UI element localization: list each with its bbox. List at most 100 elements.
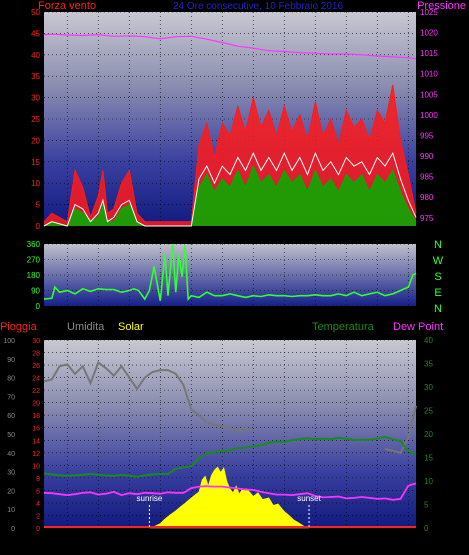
direction-tick-label: 270 [27, 256, 41, 265]
sunset-label: sunset [297, 494, 321, 503]
sun-annotations: sunrise sunset [137, 494, 322, 528]
temperature-y-ticks: 0 5 10 15 20 25 30 35 40 [424, 336, 433, 533]
wind-avg-series [43, 151, 417, 227]
rain-tick-label: 14 [32, 438, 40, 445]
solar-area [149, 466, 310, 529]
wind-tick-label: 15 [31, 158, 40, 167]
humidity-tick-label: 60 [7, 413, 15, 420]
wind-tick-label: 5 [36, 201, 41, 210]
wind-tick-label: 35 [31, 72, 40, 81]
direction-tick-label: 180 [27, 271, 41, 280]
climate-x-tick-label: 02 [63, 539, 72, 548]
rain-tick-label: 18 [32, 413, 40, 420]
dewpoint-line [43, 482, 417, 501]
climate-x-tick-label: 14 [249, 539, 258, 548]
direction-series [43, 243, 417, 302]
wind-x-tick-label: 20 [342, 231, 351, 240]
chart-title: 24 Ore consecutive, 10 Febbraio 2016 [173, 1, 344, 12]
climate-x-tick-label: 12 [218, 539, 227, 548]
wind-tick-label: 40 [31, 51, 40, 60]
temperature-tick-label: 10 [424, 477, 433, 486]
direction-tick-label: 0 [36, 302, 41, 311]
compass-label: W [433, 255, 444, 267]
temperature-tick-label: 5 [424, 501, 429, 510]
climate-x-tick-label: 10 [187, 539, 196, 548]
climate-x-tick-label: 06 [125, 539, 134, 548]
rain-tick-label: 2 [36, 513, 40, 520]
wind-x-tick-label: 00 [404, 231, 413, 240]
direction-tick-label: 360 [27, 240, 41, 249]
climate-x-tick-label: 22 [373, 539, 382, 548]
solar-header: Solar [118, 321, 144, 333]
humidity-tick-label: 70 [7, 394, 15, 401]
humidity-line [43, 361, 417, 454]
humidity-tick-label: 100 [3, 338, 15, 345]
pressure-tick-label: 980 [420, 193, 434, 202]
wind-x-tick-label: 16 [280, 231, 289, 240]
wind-x-tick-label: 22 [373, 231, 382, 240]
rain-header: Pioggia [0, 321, 38, 333]
wind-tick-label: 20 [31, 136, 40, 145]
pressure-tick-label: 1005 [420, 90, 438, 99]
rain-tick-label: 22 [32, 388, 40, 395]
pressure-tick-label: 990 [420, 152, 434, 161]
dewpoint-header: Dew Point [393, 321, 443, 333]
rain-tick-label: 26 [32, 363, 40, 370]
wind-x-tick-label: 12 [218, 231, 227, 240]
temperature-tick-label: 35 [424, 360, 433, 369]
direction-y-ticks: 0 90 180 270 360 [27, 240, 41, 311]
rain-tick-label: 6 [36, 488, 40, 495]
rain-tick-label: 16 [32, 426, 40, 433]
wind-tick-label: 45 [31, 29, 40, 38]
climate-x-tick-label: 08 [156, 539, 165, 548]
pressure-tick-label: 1025 [420, 8, 438, 17]
pressure-tick-label: 1015 [420, 49, 438, 58]
rain-tick-label: 10 [32, 463, 40, 470]
wind-x-tick-label: 10 [187, 231, 196, 240]
wind-tick-label: 25 [31, 115, 40, 124]
temperature-line [43, 435, 417, 478]
humidity-tick-label: 80 [7, 376, 15, 383]
pressure-y-ticks: 975 980 985 990 995 1000 1005 1010 1015 1020 1025 [420, 8, 438, 223]
climate-x-tick-label: 04 [94, 539, 103, 548]
climate-x-tick-label: 00 [404, 539, 413, 548]
rain-tick-label: 12 [32, 451, 40, 458]
humidity-tick-label: 90 [7, 357, 15, 364]
pressure-tick-label: 1010 [420, 70, 438, 79]
wind-x-tick-label: 14 [249, 231, 258, 240]
temperature-tick-label: 30 [424, 383, 433, 392]
humidity-header: Umidita [67, 321, 105, 333]
temperature-tick-label: 40 [424, 336, 433, 345]
compass-label: N [434, 303, 442, 315]
rain-tick-label: 0 [36, 526, 40, 533]
climate-x-tick-label: sunset [303, 539, 327, 548]
wind-tick-label: 10 [31, 179, 40, 188]
wind-tick-label: 50 [31, 8, 40, 17]
rain-tick-label: 28 [32, 351, 40, 358]
pressure-tick-label: 995 [420, 131, 434, 140]
wind-tick-label: 0 [36, 222, 41, 231]
temperature-tick-label: 20 [424, 430, 433, 439]
wind-x-tick-label: 04 [94, 231, 103, 240]
wind-y-ticks: 0 5 10 15 20 25 30 35 40 45 50 [31, 8, 40, 231]
direction-plot-area [44, 244, 416, 306]
climate-series [43, 361, 417, 529]
compass-label: S [434, 271, 441, 283]
wind-tick-label: 30 [31, 94, 40, 103]
pressure-tick-label: 1000 [420, 111, 438, 120]
pressure-line [43, 33, 417, 60]
sunrise-label: sunrise [137, 494, 163, 503]
wind-x-tick-label: 02 [63, 231, 72, 240]
humidity-tick-label: 30 [7, 470, 15, 477]
humidity-tick-label: 40 [7, 451, 15, 458]
wind-x-tick-label: 18 [311, 231, 320, 240]
humidity-tick-label: 10 [7, 507, 15, 514]
pressure-tick-label: 975 [420, 214, 434, 223]
wind-gust-series [43, 84, 417, 223]
pressure-tick-label: 1020 [420, 29, 438, 38]
